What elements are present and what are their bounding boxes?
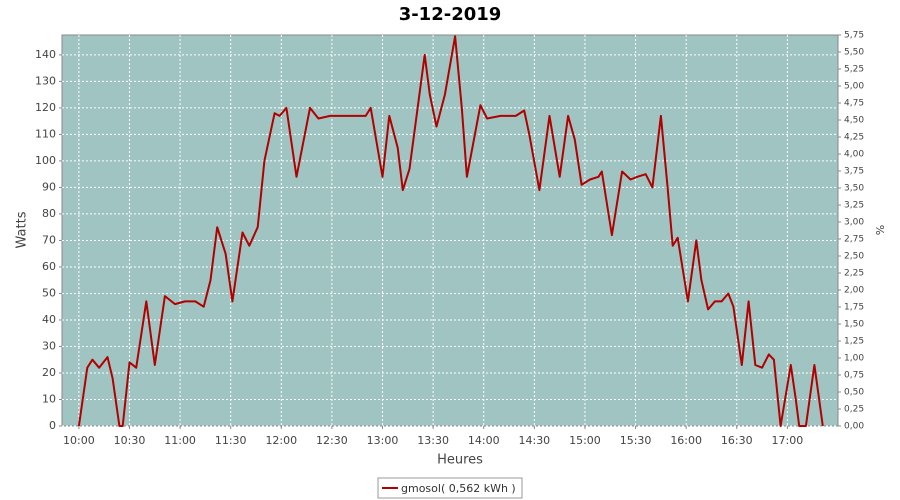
data-line bbox=[77, 35, 824, 427]
x-axis-label: Heures bbox=[437, 453, 483, 468]
y2-tick-label: 5,00 bbox=[844, 82, 864, 92]
y-tick-label: 100 bbox=[35, 154, 56, 167]
y-tick-label: 0 bbox=[49, 419, 56, 432]
y2-tick-label: 0,00 bbox=[844, 422, 864, 432]
y2-tick-label: 1,75 bbox=[844, 303, 864, 313]
y2-tick-label: 0,25 bbox=[844, 405, 864, 415]
y-axis-label: Watts bbox=[15, 211, 30, 248]
y-tick-label: 80 bbox=[42, 207, 56, 220]
y-tick-label: 20 bbox=[42, 366, 56, 379]
x-tick-label: 16:30 bbox=[721, 434, 753, 447]
plot-area bbox=[61, 34, 839, 427]
x-tick-label: 12:30 bbox=[316, 434, 348, 447]
x-tick-label: 14:00 bbox=[468, 434, 500, 447]
x-tick-label: 13:00 bbox=[367, 434, 399, 447]
y-tick-label: 40 bbox=[42, 313, 56, 326]
y2-tick-label: 4,75 bbox=[844, 99, 864, 109]
legend bbox=[377, 477, 523, 499]
y2-tick-label: 5,50 bbox=[844, 48, 864, 58]
y2-tick-label: 4,50 bbox=[844, 116, 864, 126]
x-tick-label: 13:30 bbox=[417, 434, 449, 447]
y2-tick-label: 1,25 bbox=[844, 337, 864, 347]
y2-tick-label: 0,75 bbox=[844, 371, 864, 381]
y2-axis-label: % bbox=[874, 225, 887, 235]
x-tick-label: 16:00 bbox=[670, 434, 702, 447]
y2-tick-label: 2,25 bbox=[844, 269, 864, 279]
y-tick-label: 70 bbox=[42, 233, 56, 246]
y2-tick-label: 3,75 bbox=[844, 167, 864, 177]
y2-tick-label: 3,00 bbox=[844, 218, 864, 228]
y2-tick-label: 4,25 bbox=[844, 133, 864, 143]
y2-tick-label: 0,50 bbox=[844, 388, 864, 398]
y2-tick-label: 2,00 bbox=[844, 286, 864, 296]
y-tick-label: 50 bbox=[42, 286, 56, 299]
y2-tick-label: 2,50 bbox=[844, 252, 864, 262]
y2-tick-label: 3,50 bbox=[844, 184, 864, 194]
y2-tick-label: 5,75 bbox=[844, 31, 864, 41]
y2-tick-label: 5,25 bbox=[844, 65, 864, 75]
x-tick-label: 14:30 bbox=[518, 434, 550, 447]
x-tick-label: 11:00 bbox=[164, 434, 196, 447]
y-tick-label: 130 bbox=[35, 74, 56, 87]
y-tick-label: 120 bbox=[35, 101, 56, 114]
x-tick-label: 12:00 bbox=[265, 434, 297, 447]
y2-tick-label: 1,50 bbox=[844, 320, 864, 330]
y2-tick-label: 2,75 bbox=[844, 235, 864, 245]
y2-tick-label: 4,00 bbox=[844, 150, 864, 160]
y-tick-label: 90 bbox=[42, 180, 56, 193]
y-tick-label: 60 bbox=[42, 260, 56, 273]
x-tick-label: 15:00 bbox=[569, 434, 601, 447]
chart-title: 3-12-2019 bbox=[399, 4, 502, 25]
y2-tick-label: 3,25 bbox=[844, 201, 864, 211]
x-tick-label: 15:30 bbox=[620, 434, 652, 447]
x-tick-label: 17:00 bbox=[772, 434, 804, 447]
x-tick-label: 10:30 bbox=[114, 434, 146, 447]
legend-label: gmosol( 0,562 kWh ) bbox=[401, 482, 516, 495]
x-tick-label: 10:00 bbox=[63, 434, 95, 447]
x-tick-label: 11:30 bbox=[215, 434, 247, 447]
y2-tick-label: 1,00 bbox=[844, 354, 864, 364]
y-tick-label: 10 bbox=[42, 392, 56, 405]
y-tick-label: 30 bbox=[42, 339, 56, 352]
y-tick-label: 140 bbox=[35, 48, 56, 61]
y-tick-label: 110 bbox=[35, 127, 56, 140]
